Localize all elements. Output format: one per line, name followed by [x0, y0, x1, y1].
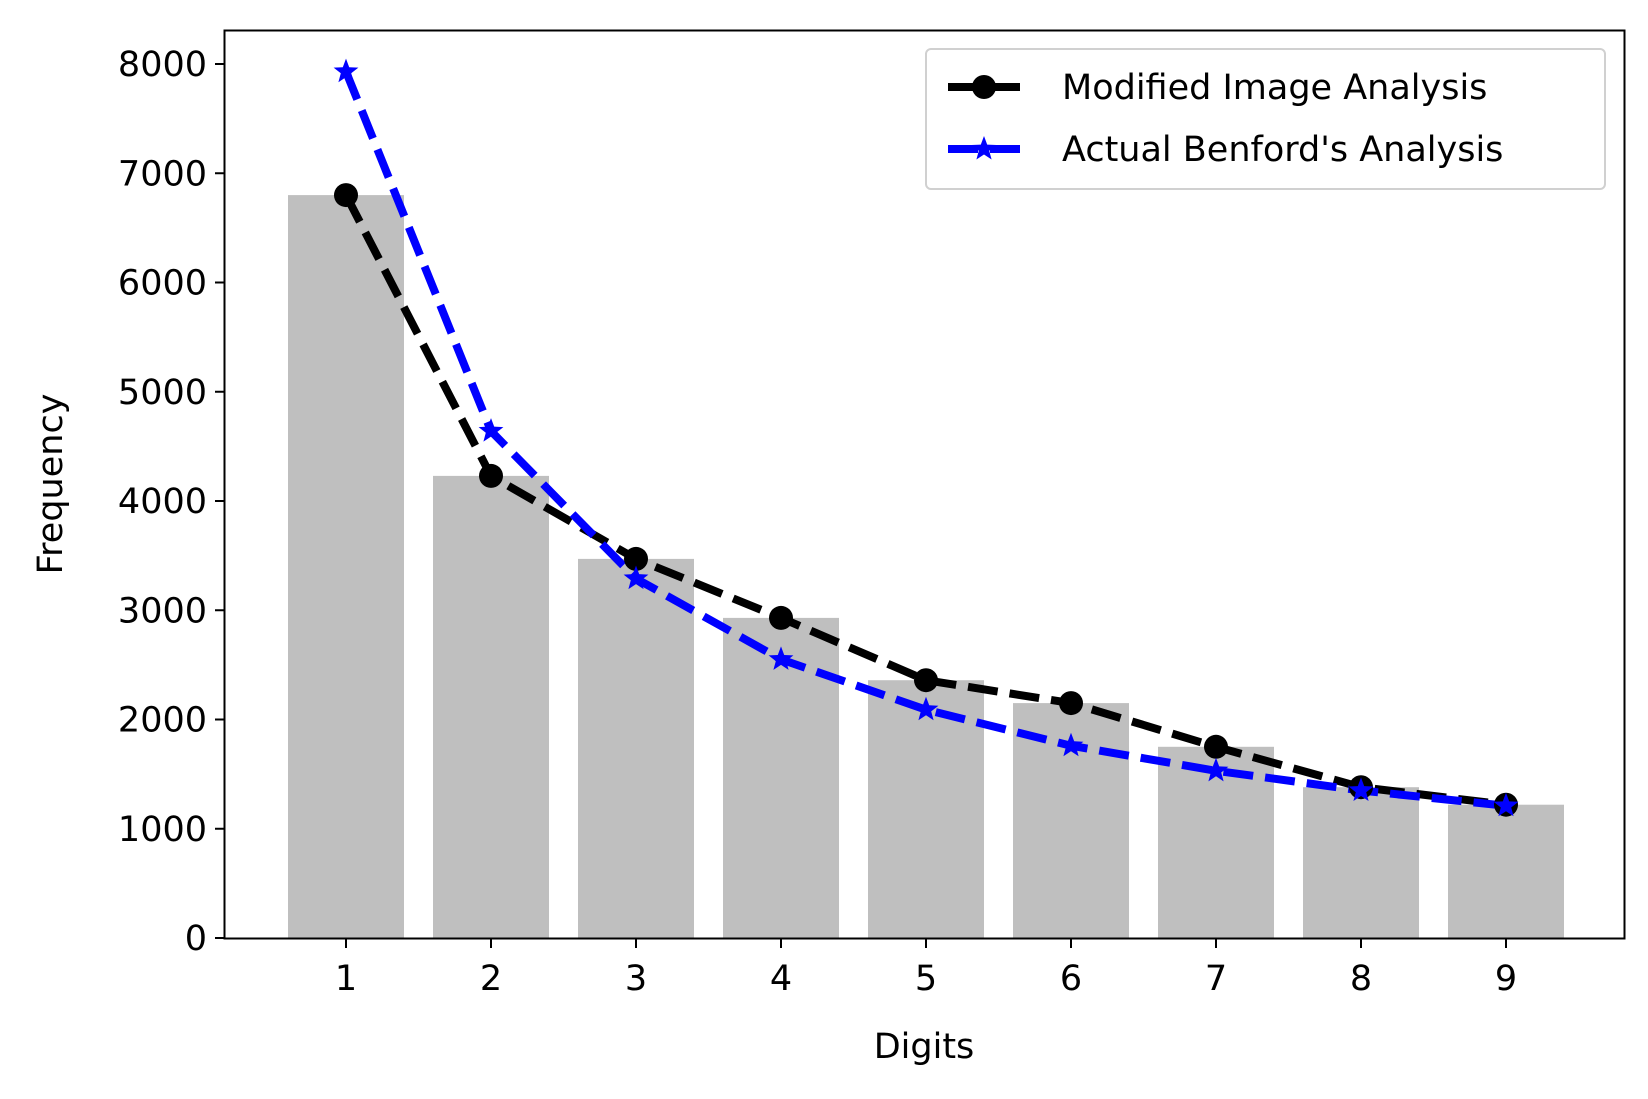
- y-tick-label: 0: [185, 919, 207, 959]
- x-tick-label: 6: [1060, 959, 1082, 999]
- point-modified-image-analysis-digit-7: [1204, 734, 1228, 759]
- bars-layer: [288, 195, 1564, 939]
- y-tick-label: 1000: [118, 810, 207, 850]
- series-line-actual-benford-s-analysis: [342, 70, 1507, 810]
- x-axis-label: Digits: [874, 1027, 975, 1067]
- x-tick-label: 9: [1495, 959, 1517, 999]
- plot-area-frame: [223, 29, 1626, 940]
- y-tick-label: 6000: [118, 264, 207, 304]
- bar-digit-4: [723, 617, 839, 938]
- bar-digit-2: [433, 475, 549, 938]
- legend-frame: [925, 48, 1606, 190]
- y-axis-label: Frequency: [31, 394, 71, 575]
- markers-layer: [333, 58, 1519, 817]
- x-axis-ticks: 1 2 3 4 5 6 7 8 9: [335, 938, 1517, 999]
- y-tick-label: 4000: [118, 482, 207, 522]
- y-tick-label: 7000: [118, 154, 207, 194]
- point-actual-benford-s-analysis-digit-6: [1058, 732, 1084, 757]
- y-tick-label: 3000: [118, 591, 207, 631]
- bar-digit-9: [1448, 804, 1564, 938]
- point-actual-benford-s-analysis-digit-9: [1493, 792, 1519, 817]
- point-actual-benford-s-analysis-digit-8: [1348, 777, 1374, 801]
- x-tick-label: 2: [480, 959, 502, 999]
- series-line-modified-image-analysis: [342, 193, 1507, 809]
- legend-label-modified-image-analysis: Modified Image Analysis: [1062, 68, 1487, 108]
- point-actual-benford-s-analysis-digit-3: [623, 565, 649, 590]
- point-modified-image-analysis-digit-4: [769, 605, 793, 630]
- bar-digit-7: [1158, 746, 1274, 938]
- lines-layer: [342, 70, 1507, 810]
- y-tick-label: 5000: [118, 373, 207, 413]
- x-tick-label: 4: [770, 959, 792, 999]
- point-actual-benford-s-analysis-digit-4: [768, 646, 794, 670]
- x-tick-label: 1: [335, 959, 357, 999]
- legend-marker-modified-image-analysis: [972, 75, 996, 99]
- point-modified-image-analysis-digit-1: [334, 183, 358, 208]
- bar-digit-8: [1303, 787, 1419, 938]
- point-actual-benford-s-analysis-digit-7: [1203, 757, 1229, 782]
- point-modified-image-analysis-digit-2: [479, 463, 503, 488]
- bar-digit-1: [288, 195, 404, 939]
- y-tick-label: 8000: [118, 45, 207, 85]
- point-modified-image-analysis-digit-6: [1059, 691, 1083, 716]
- legend: Modified Image Analysis Actual Benford's …: [925, 48, 1606, 190]
- bar-digit-3: [578, 558, 694, 938]
- legend-marker-actual-benford-s-analysis: [971, 136, 997, 160]
- legend-entries: Modified Image Analysis Actual Benford's …: [948, 68, 1503, 170]
- point-actual-benford-s-analysis-digit-2: [478, 418, 504, 442]
- x-tick-label: 5: [915, 959, 937, 999]
- y-axis-ticks: 0 1000 2000 3000 4000 5000 6000 7000 8000: [118, 45, 225, 959]
- point-modified-image-analysis-digit-3: [624, 546, 648, 571]
- bar-digit-5: [868, 680, 984, 938]
- x-tick-label: 7: [1205, 959, 1227, 999]
- x-tick-label: 3: [625, 959, 647, 999]
- point-actual-benford-s-analysis-digit-1: [333, 58, 359, 83]
- y-tick-label: 2000: [118, 701, 207, 741]
- legend-label-actual-benford-s-analysis: Actual Benford's Analysis: [1062, 130, 1503, 170]
- point-modified-image-analysis-digit-5: [914, 668, 938, 693]
- x-tick-label: 8: [1350, 959, 1372, 999]
- point-actual-benford-s-analysis-digit-5: [913, 696, 939, 721]
